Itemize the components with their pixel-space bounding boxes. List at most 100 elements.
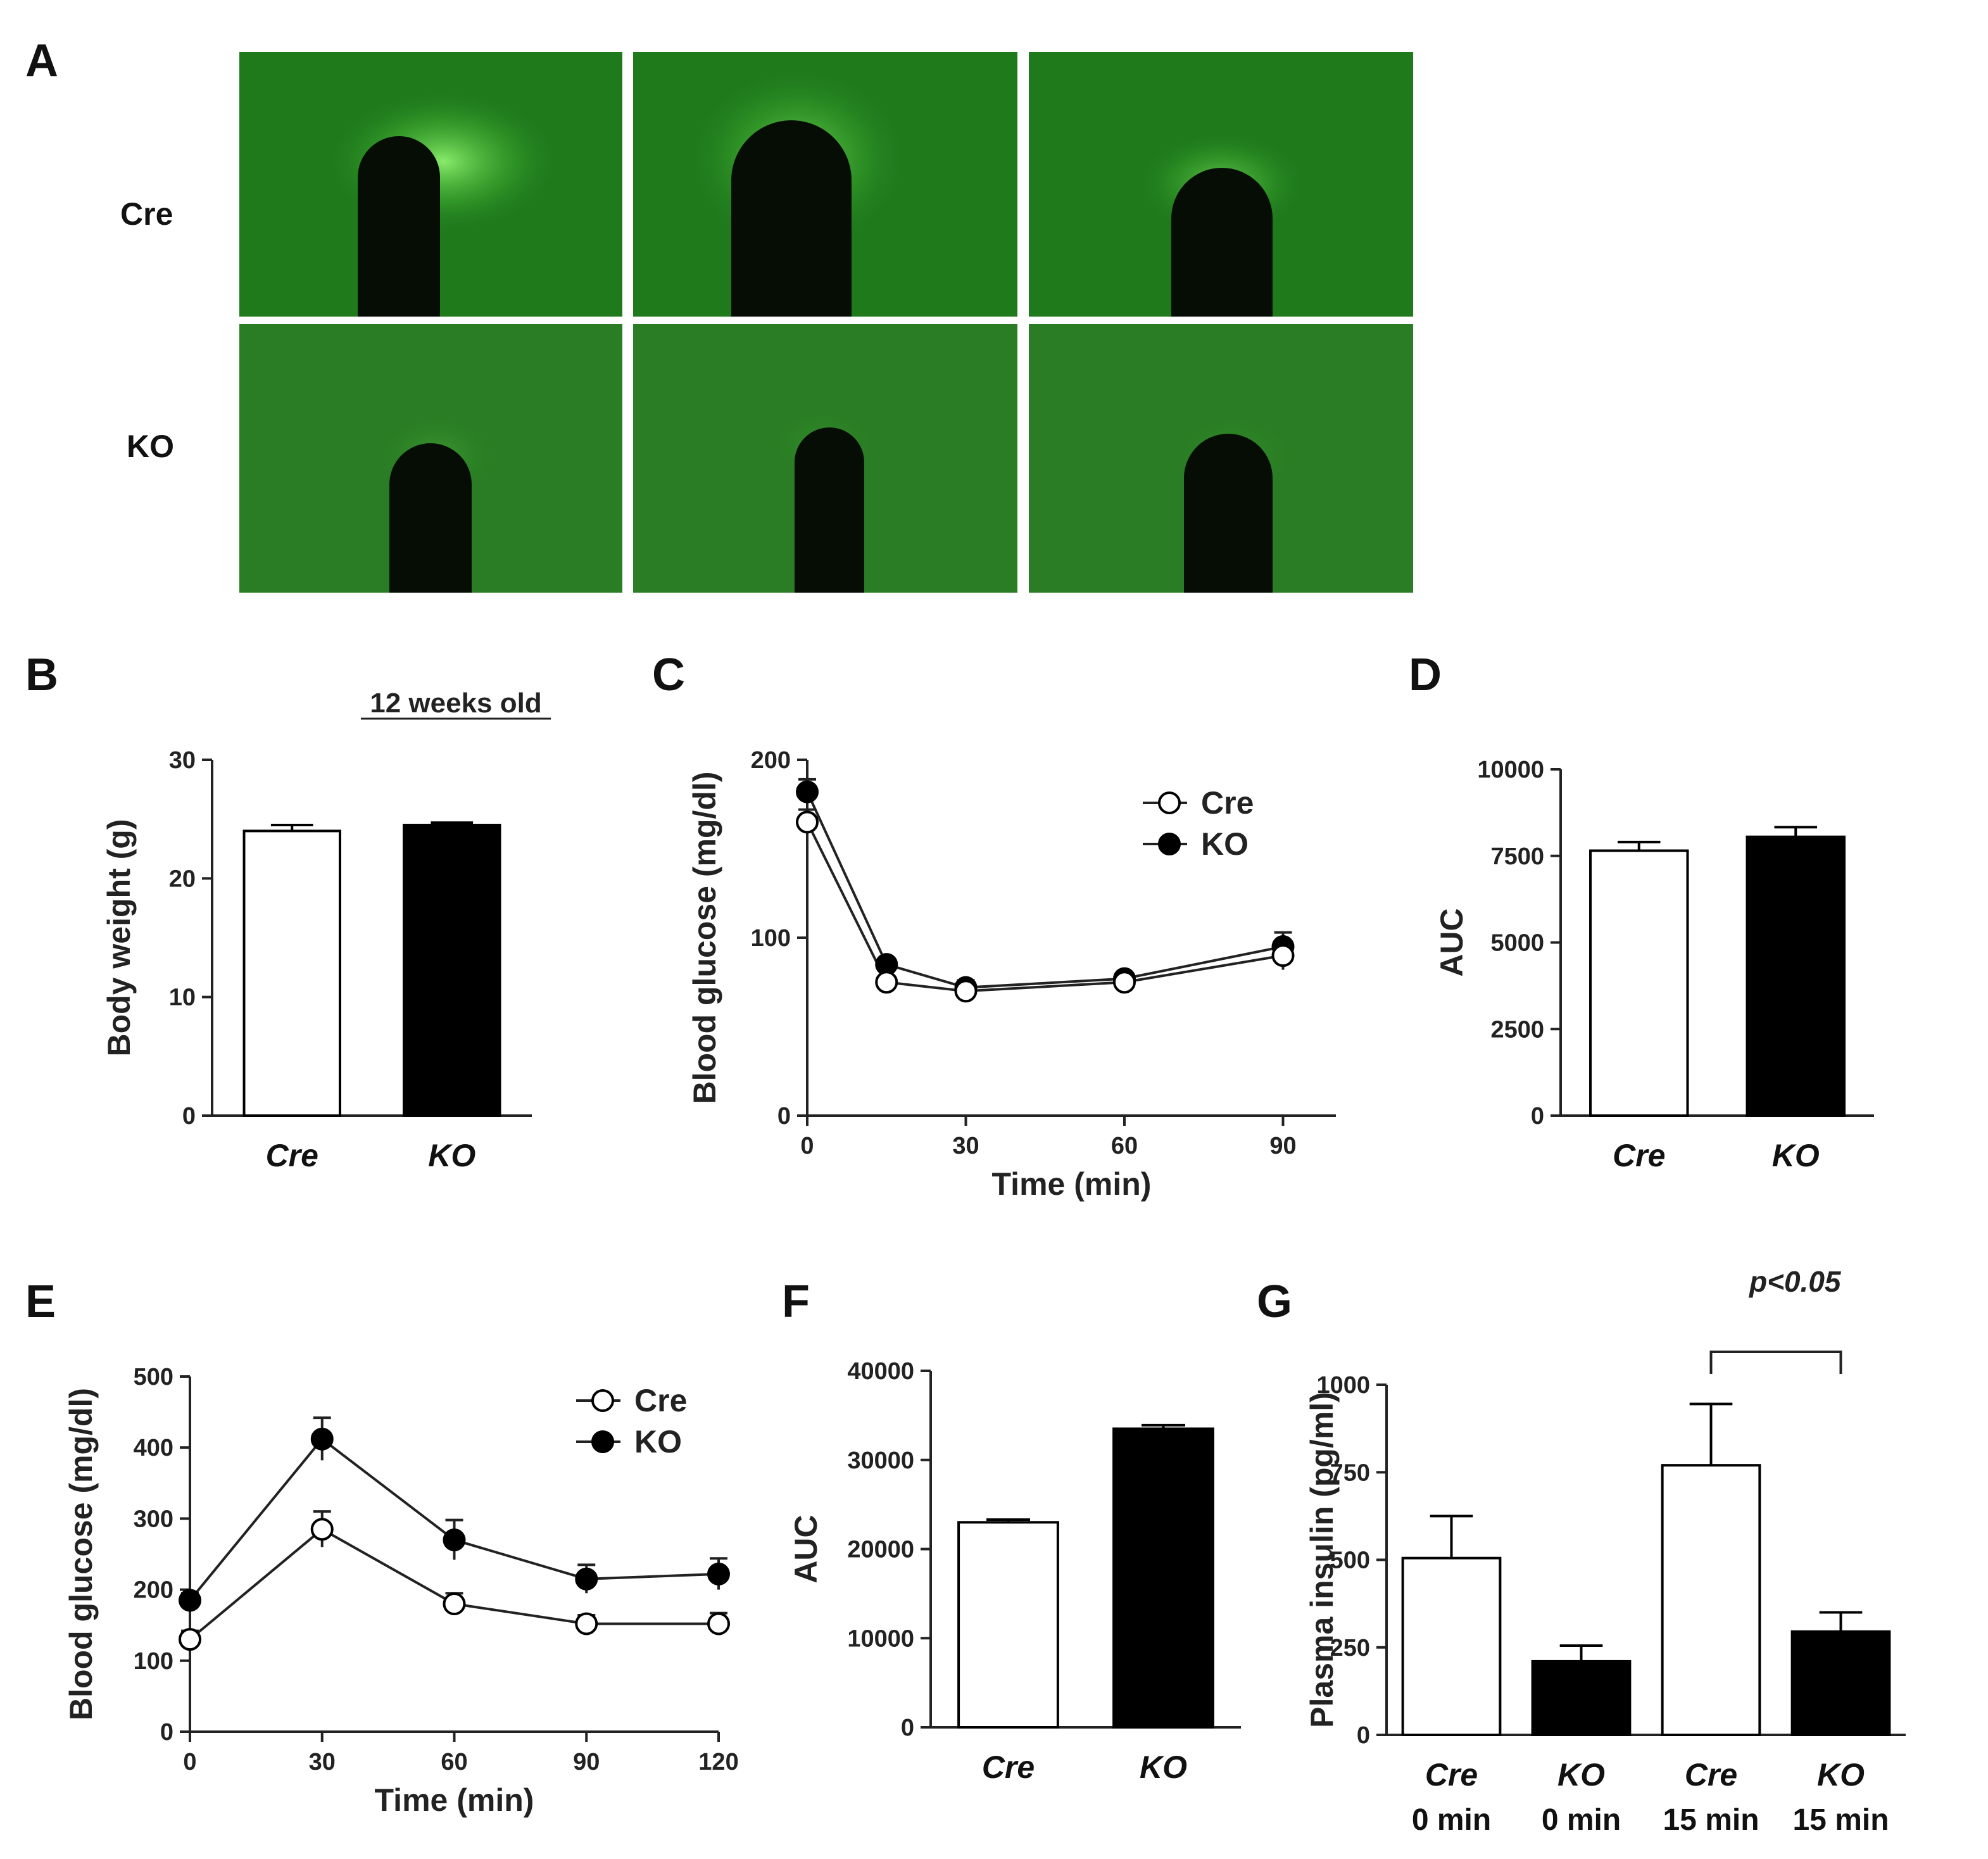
data-point-filled [575, 1567, 598, 1591]
chart-d-auc: 0 2500 5000 7500 10000 AUC Cre KO [1434, 757, 1874, 1173]
bar [1661, 1464, 1761, 1736]
y-tick-label: 100 [751, 925, 791, 952]
category-label: KO [1772, 1138, 1820, 1173]
y-tick-label: 2500 [1490, 1016, 1544, 1043]
legend-label: Cre [634, 1383, 687, 1418]
y-tick-label: 0 [777, 1103, 791, 1130]
data-point-open [575, 1612, 598, 1635]
y-tick-label: 100 [134, 1648, 173, 1675]
category-sublabel: 15 min [1792, 1803, 1889, 1837]
x-axis-label: Time (min) [375, 1782, 534, 1818]
bar [403, 824, 501, 1117]
x-tick-label: 0 [183, 1749, 196, 1775]
y-tick-label: 500 [134, 1364, 173, 1390]
x-tick-label: 60 [441, 1749, 467, 1775]
y-tick-label: 20000 [847, 1537, 914, 1563]
category-label: KO [1817, 1757, 1865, 1793]
category-label: KO [1140, 1749, 1187, 1785]
x-tick-label: 90 [573, 1749, 600, 1775]
y-tick-label: 10 [169, 985, 196, 1011]
micrograph-grid [239, 52, 1413, 593]
category-sublabel: 0 min [1542, 1803, 1621, 1837]
data-point-open [179, 1628, 201, 1651]
category-label: Cre [266, 1138, 318, 1173]
data-point-open [1113, 971, 1136, 994]
panel-d-label: D [1409, 650, 1442, 700]
data-point-open [1271, 944, 1295, 967]
x-tick-label: 0 [800, 1133, 814, 1159]
y-axis-label: Blood glucose (mg/dl) [687, 772, 722, 1104]
bar [1746, 835, 1846, 1118]
legend-marker [591, 1389, 614, 1412]
bar [1589, 849, 1689, 1118]
category-label: Cre [1613, 1138, 1665, 1173]
legend-label: KO [634, 1424, 682, 1459]
x-tick-label: 60 [1111, 1133, 1138, 1159]
y-tick-label: 0 [1357, 1722, 1370, 1749]
y-tick-label: 30 [169, 747, 196, 774]
y-tick-label: 0 [901, 1715, 914, 1741]
bar [957, 1521, 1059, 1729]
y-tick-label: 5000 [1490, 930, 1544, 957]
category-label: Cre [982, 1749, 1035, 1785]
y-tick-label: 500 [1330, 1547, 1370, 1574]
row-label-ko: KO [127, 429, 174, 464]
bar [1531, 1660, 1632, 1737]
y-tick-label: 300 [134, 1506, 173, 1532]
category-label: Cre [1685, 1757, 1737, 1793]
panel-g-label: G [1257, 1276, 1292, 1327]
significance-bracket [1709, 1351, 1842, 1374]
y-tick-label: 400 [134, 1435, 173, 1461]
y-tick-label: 200 [134, 1577, 173, 1604]
y-tick-label: 200 [751, 747, 791, 774]
y-tick-label: 750 [1330, 1459, 1370, 1486]
y-tick-label: 1000 [1316, 1372, 1370, 1399]
y-tick-label: 10000 [1477, 757, 1544, 783]
data-point-filled [443, 1528, 466, 1552]
chart-e-glucose-time: 0 100 200 300 400 500 Blood glucose (mg/dl) 0 30… [63, 1364, 739, 1818]
legend-label: KO [1201, 826, 1249, 862]
x-tick-label: 90 [1269, 1133, 1296, 1159]
data-point-open [796, 810, 819, 834]
y-axis-label: Plasma insulin (pg/ml) [1304, 1392, 1340, 1728]
category-label: KO [428, 1138, 475, 1173]
y-tick-label: 20 [169, 866, 196, 892]
cannula-tract-1-1 [795, 427, 864, 593]
legend-label: Cre [1201, 785, 1254, 821]
y-tick-label: 30000 [847, 1447, 914, 1474]
bar [1401, 1556, 1502, 1737]
row-label-cre: Cre [120, 196, 173, 232]
panel-f-label: F [782, 1276, 810, 1327]
panel-b-label: B [25, 650, 58, 700]
x-axis-label: Time (min) [992, 1166, 1152, 1202]
category-sublabel: 15 min [1663, 1803, 1759, 1837]
data-point-filled [179, 1589, 201, 1612]
legend-marker [1158, 833, 1181, 855]
data-point-open [443, 1592, 466, 1616]
y-tick-label: 250 [1330, 1635, 1370, 1661]
y-tick-label: 7500 [1490, 843, 1544, 870]
y-tick-label: 40000 [847, 1358, 914, 1385]
cannula-tract-0-2 [1171, 168, 1273, 317]
panel-e-label: E [25, 1276, 56, 1327]
y-tick-label: 0 [1531, 1103, 1544, 1130]
category-label: KO [1557, 1757, 1605, 1793]
chart-c-glucose-time: 0 100 200 Blood glucose (mg/dl) 0 30 60 90 Time … [687, 747, 1336, 1202]
category-sublabel: 0 min [1412, 1803, 1491, 1837]
data-point-open [707, 1612, 730, 1635]
y-tick-label: 0 [182, 1103, 196, 1130]
chart-b-body-weight: 0 10 20 30 Body weight (g) Cre KO 12 weeks old [101, 688, 551, 1173]
legend-marker [591, 1430, 614, 1453]
category-label: Cre [1425, 1757, 1478, 1793]
data-point-open [875, 971, 898, 994]
y-tick-label: 10000 [847, 1625, 914, 1652]
bar [1790, 1630, 1891, 1736]
legend-marker [1158, 791, 1181, 814]
cannula-tract-1-2 [1184, 434, 1273, 593]
data-point-filled [707, 1562, 730, 1585]
significance-label: p<0.05 [1748, 1265, 1842, 1298]
y-axis-label: AUC [788, 1515, 824, 1583]
x-tick-label: 120 [698, 1749, 738, 1775]
